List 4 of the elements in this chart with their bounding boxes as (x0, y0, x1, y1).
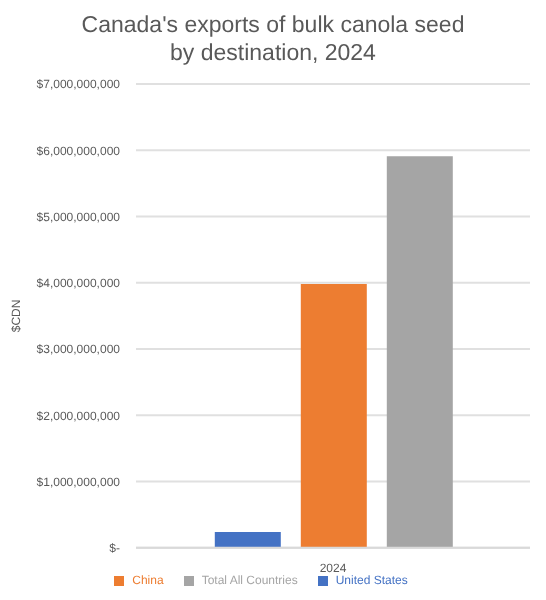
chart-title: Canada's exports of bulk canola seed by destination, 2024 (79, 12, 467, 68)
bar (214, 531, 281, 548)
bar (300, 284, 367, 548)
bar (386, 156, 453, 548)
